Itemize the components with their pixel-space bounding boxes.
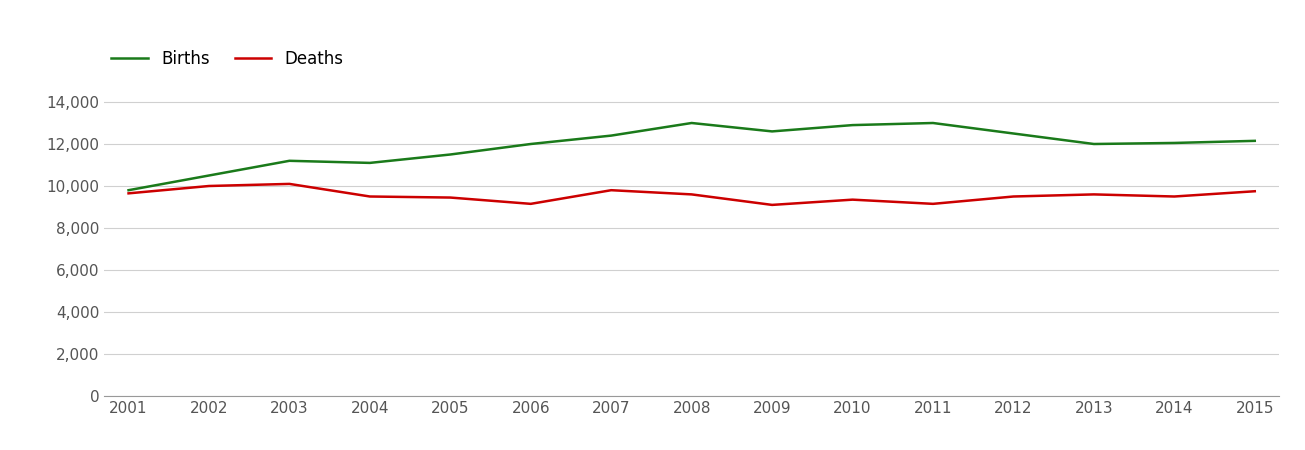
Deaths <box>201 183 217 189</box>
Deaths <box>765 202 780 207</box>
Births <box>603 133 619 138</box>
Deaths <box>925 201 941 207</box>
Line: Deaths: Deaths <box>128 184 1255 205</box>
Births <box>361 160 377 166</box>
Births <box>925 120 941 126</box>
Deaths <box>282 181 298 187</box>
Deaths <box>844 197 860 202</box>
Line: Births: Births <box>128 123 1255 190</box>
Deaths <box>361 194 377 199</box>
Legend: Births, Deaths: Births, Deaths <box>104 43 350 75</box>
Deaths <box>684 192 699 197</box>
Deaths <box>603 188 619 193</box>
Births <box>201 173 217 178</box>
Deaths <box>1086 192 1101 197</box>
Births <box>120 188 136 193</box>
Deaths <box>442 195 458 200</box>
Deaths <box>120 191 136 196</box>
Births <box>1167 140 1182 146</box>
Births <box>684 120 699 126</box>
Births <box>1086 141 1101 147</box>
Births <box>1006 131 1022 136</box>
Births <box>844 122 860 128</box>
Deaths <box>1006 194 1022 199</box>
Births <box>765 129 780 134</box>
Deaths <box>1248 189 1263 194</box>
Births <box>523 141 539 147</box>
Births <box>282 158 298 163</box>
Deaths <box>523 201 539 207</box>
Births <box>1248 138 1263 144</box>
Births <box>442 152 458 157</box>
Deaths <box>1167 194 1182 199</box>
